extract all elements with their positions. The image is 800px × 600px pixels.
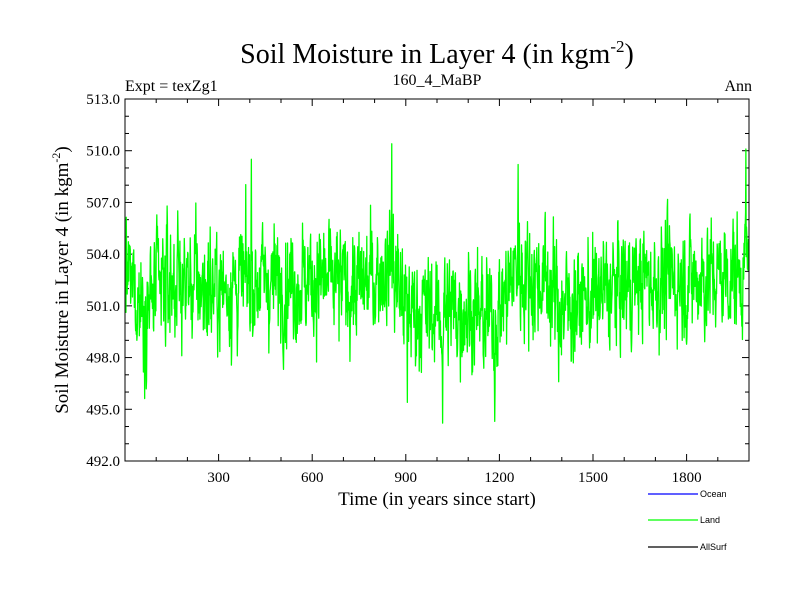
y-axis-label-close: ) — [52, 146, 73, 152]
x-tick-label: 600 — [301, 470, 324, 486]
legend-label-land: Land — [700, 515, 720, 525]
x-tick-label: 1800 — [672, 470, 702, 486]
x-axis-label: Time (in years since start) — [338, 489, 536, 510]
y-tick-label: 507.0 — [86, 195, 120, 211]
chart-title-sup: -2 — [610, 37, 624, 56]
subtitle-period: 160_4_MaBP — [393, 72, 482, 89]
y-tick-label: 513.0 — [86, 92, 120, 108]
series-line-land — [125, 143, 749, 424]
y-axis-label-main: Soil Moisture in Layer 4 (in kgm — [52, 162, 73, 413]
subtitle-experiment: Expt = texZg1 — [125, 78, 218, 95]
chart-title: Soil Moisture in Layer 4 (in kgm-2) — [240, 37, 634, 70]
y-axis-label-sup: -2 — [49, 153, 63, 163]
legend-label-ocean: Ocean — [700, 489, 727, 499]
x-tick-label: 1500 — [578, 470, 608, 486]
y-tick-label: 492.0 — [86, 454, 120, 470]
y-tick-label: 498.0 — [86, 351, 120, 367]
chart-title-main: Soil Moisture in Layer 4 (in kgm — [240, 39, 610, 70]
y-axis-label: Soil Moisture in Layer 4 (in kgm-2) — [49, 146, 73, 414]
legend: Ocean Land AllSurf — [648, 489, 727, 552]
chart-title-close: ) — [625, 39, 634, 70]
series-layer — [125, 143, 749, 424]
plot-frame — [124, 98, 750, 462]
x-tick-label: 300 — [207, 470, 230, 486]
x-tick-label: 900 — [395, 470, 418, 486]
axis-ticks: 492.0 495.0 498.0 501.0 504.0 507.0 510.0 513.0… — [86, 92, 749, 486]
subtitle-season: Ann — [724, 78, 752, 95]
y-tick-label: 495.0 — [86, 402, 120, 418]
y-tick-label: 501.0 — [86, 299, 120, 315]
y-tick-label: 510.0 — [86, 144, 120, 160]
y-tick-label: 504.0 — [86, 247, 120, 263]
x-tick-label: 1200 — [484, 470, 514, 486]
legend-label-allsurf: AllSurf — [700, 542, 727, 552]
